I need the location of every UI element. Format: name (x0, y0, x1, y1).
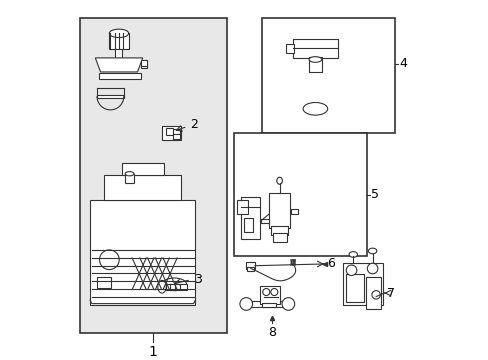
Bar (262, 18, 395, 133)
Text: 1: 1 (148, 345, 157, 359)
Bar (285, 44, 294, 53)
Bar (141, 60, 147, 68)
Bar (244, 217, 253, 231)
Ellipse shape (303, 103, 327, 115)
Text: 8: 8 (267, 326, 275, 339)
Bar (342, 263, 383, 305)
Ellipse shape (276, 177, 282, 184)
Bar (237, 200, 247, 214)
Bar (173, 129, 180, 139)
Bar (260, 286, 279, 303)
Polygon shape (95, 58, 142, 72)
Text: 6: 6 (326, 257, 334, 270)
Text: 7: 7 (386, 287, 394, 300)
Bar (97, 95, 123, 98)
Bar (165, 128, 172, 135)
Ellipse shape (158, 280, 166, 293)
Bar (115, 49, 122, 58)
Text: 2: 2 (190, 118, 198, 131)
Bar (365, 277, 381, 309)
Bar (122, 163, 163, 175)
Ellipse shape (346, 265, 356, 275)
Text: 5: 5 (370, 188, 378, 201)
Ellipse shape (270, 288, 277, 296)
Bar (109, 33, 128, 49)
Ellipse shape (109, 29, 128, 37)
Bar (246, 262, 255, 269)
Bar (308, 57, 321, 72)
Ellipse shape (348, 252, 357, 257)
Bar (233, 133, 366, 256)
Bar (262, 303, 276, 307)
Bar (247, 267, 253, 271)
Bar (104, 175, 181, 200)
Ellipse shape (308, 57, 321, 62)
Bar (268, 193, 289, 228)
Ellipse shape (240, 298, 252, 310)
Text: 4: 4 (398, 57, 406, 71)
Ellipse shape (366, 263, 377, 274)
Bar (97, 277, 111, 288)
Bar (292, 39, 338, 58)
Bar (162, 284, 186, 289)
Bar (290, 209, 297, 214)
Ellipse shape (162, 278, 186, 291)
Bar (244, 301, 289, 307)
Bar (346, 274, 363, 302)
Ellipse shape (367, 248, 376, 254)
Ellipse shape (125, 172, 134, 176)
Polygon shape (99, 73, 141, 79)
Bar (241, 197, 260, 239)
Bar (261, 219, 268, 223)
Bar (125, 174, 134, 183)
Bar (272, 233, 286, 242)
Ellipse shape (282, 298, 294, 310)
Bar (270, 226, 288, 235)
Ellipse shape (100, 250, 119, 270)
Ellipse shape (371, 291, 380, 299)
Text: 3: 3 (193, 273, 201, 285)
Ellipse shape (262, 288, 269, 296)
Bar (90, 200, 195, 305)
Bar (80, 18, 226, 333)
Bar (162, 126, 181, 140)
